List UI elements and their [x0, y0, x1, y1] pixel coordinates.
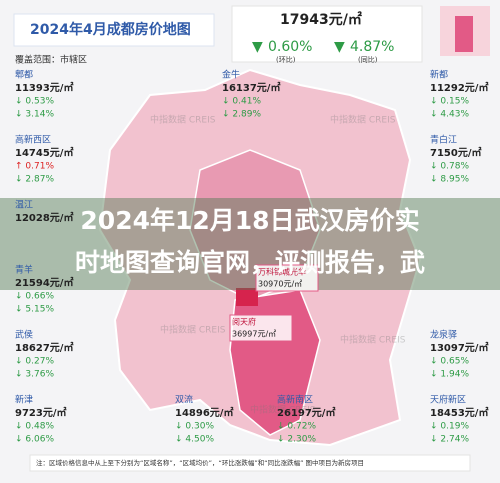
district-price: 9723元/㎡	[15, 406, 66, 419]
project-name: 阅天府	[232, 317, 256, 327]
district-yoy: ↓ 4.43%	[430, 110, 469, 120]
project-price: 30970元/㎡	[258, 280, 302, 289]
district-name: 郫都	[15, 69, 33, 81]
district-price: 13097元/㎡	[430, 341, 488, 354]
building	[455, 16, 473, 52]
district-name: 新津	[15, 394, 33, 406]
project-label-box	[255, 264, 319, 292]
project-name: 万科锦城光华	[258, 267, 306, 277]
district-mom: ↓ 0.15%	[430, 97, 469, 107]
watermark: 中指数据 CREIS	[330, 114, 396, 126]
mom-label: (环比)	[276, 55, 296, 64]
title-box	[13, 13, 215, 47]
district-mom: ↓ 0.72%	[277, 422, 316, 432]
district-name: 高新南区	[277, 394, 313, 406]
watermark: 中指数据 CREIS	[340, 334, 406, 346]
district-name: 武侯	[15, 329, 33, 341]
district-yoy: ↓ 2.87%	[15, 175, 54, 185]
district-name: 天府新区	[430, 394, 466, 406]
district-yoy: ↓ 2.74%	[430, 435, 469, 445]
overlay-band	[0, 198, 500, 290]
district-mom: ↓ 0.30%	[175, 422, 214, 432]
district-yoy: ↓ 4.50%	[175, 435, 214, 445]
project-label-box	[229, 314, 293, 342]
district-name: 龙泉驿	[430, 329, 457, 341]
summary-box	[231, 5, 423, 63]
district-name: 金牛	[222, 69, 240, 81]
district-price: 26197元/㎡	[277, 406, 335, 419]
district-name: 青羊	[15, 264, 33, 276]
district-name: 双流	[175, 394, 193, 406]
district-price: 14745元/㎡	[15, 146, 73, 159]
district-price: 11292元/㎡	[430, 81, 488, 94]
mom-arrow: ▼	[252, 39, 263, 55]
district-price: 16137元/㎡	[222, 81, 280, 94]
district-yoy: ↓ 3.76%	[15, 370, 54, 380]
district-mom: ↑ 0.71%	[15, 162, 54, 172]
district-yoy: ↓ 2.30%	[277, 435, 316, 445]
district-yoy: ↓ 8.95%	[430, 175, 469, 185]
title: 2024年4月成都房价地图	[30, 21, 191, 38]
yoy-arrow: ▼	[334, 39, 345, 55]
district-yoy: ↓ 2.89%	[222, 110, 261, 120]
district-mom: ↓ 0.65%	[430, 357, 469, 367]
district-mom: ↓ 0.66%	[15, 292, 54, 302]
scope: 覆盖范围：市辖区	[15, 54, 87, 66]
district-name: 青白江	[430, 134, 457, 146]
yoy-label: (同比)	[358, 55, 378, 64]
watermark: 中指数据 CREIS	[250, 404, 316, 416]
district-mom: ↓ 0.41%	[222, 97, 261, 107]
district-price: 12028元/㎡	[15, 211, 73, 224]
district-mom: ↓ 0.19%	[430, 422, 469, 432]
avg-price: 17943元/㎡	[280, 11, 362, 28]
district-price: 18627元/㎡	[15, 341, 73, 354]
overlay-caption: 时地图查询官网，评测报告，武	[75, 248, 425, 277]
overlay-caption: 2024年12月18日武汉房价实	[80, 206, 419, 235]
district-mom: ↓ 0.78%	[430, 162, 469, 172]
district-mom: ↓ 0.27%	[15, 357, 54, 367]
district-name: 温江	[15, 200, 33, 211]
district-price: 11393元/㎡	[15, 81, 73, 94]
footer-box	[29, 454, 471, 472]
district-yoy: ↓ 6.06%	[15, 435, 54, 445]
district-yoy: ↓ 5.15%	[15, 305, 54, 315]
district-name: 新都	[430, 69, 448, 81]
project-price: 36997元/㎡	[232, 330, 276, 339]
watermark: 中指数据 CREIS	[160, 324, 226, 336]
yoy: 4.87%	[350, 39, 394, 55]
district-price: 14896元/㎡	[175, 406, 233, 419]
map-center	[236, 288, 258, 306]
district-price: 7150元/㎡	[430, 146, 481, 159]
district-yoy: ↓ 3.14%	[15, 110, 54, 120]
district-yoy: ↓ 1.94%	[430, 370, 469, 380]
district-name: 高新西区	[15, 134, 51, 146]
district-mom: ↓ 0.53%	[15, 97, 54, 107]
mom: 0.60%	[268, 39, 312, 55]
district-price: 18453元/㎡	[430, 406, 488, 419]
district-mom: ↓ 0.48%	[15, 422, 54, 432]
watermark: 中指数据 CREIS	[150, 114, 216, 126]
footer: 注：区域价格信息中从上至下分别为“区域名称”，“区域均价”，“环比涨跌幅”和“同…	[36, 458, 364, 467]
district-price: 21594元/㎡	[15, 276, 73, 289]
